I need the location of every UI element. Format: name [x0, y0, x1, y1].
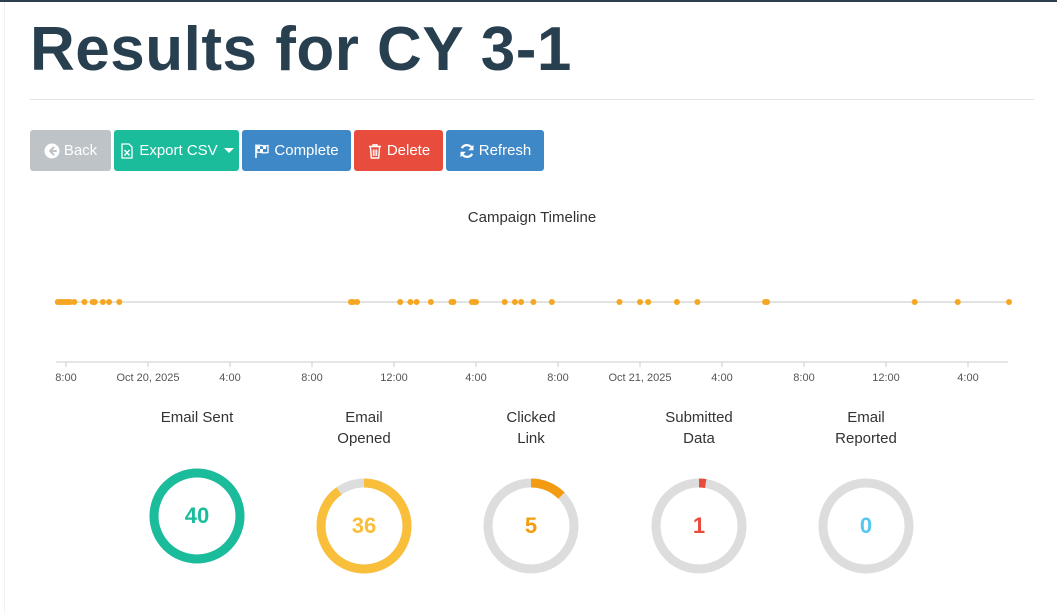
timeline-event-point: [673, 299, 680, 305]
donut-fill: [483, 478, 579, 574]
timeline-event-point: [350, 299, 356, 305]
campaign-timeline-chart: 8:00 Oct 20, 2025 4:00 8:00 12:00 4:00 8:00 Oct…: [54, 299, 1012, 384]
trash-icon: [367, 143, 383, 159]
stat-ring: 5: [481, 476, 581, 576]
timeline-tick-label: 8:00: [547, 372, 568, 384]
timeline-tick-label: 12:00: [380, 372, 408, 384]
timeline-event-point: [694, 299, 701, 305]
timeline-event-point: [116, 299, 123, 305]
timeline-event-point: [616, 299, 623, 305]
stat-email-opened: Email Opened: [294, 407, 434, 449]
stat-ring: 36: [314, 476, 414, 576]
left-border: [4, 2, 5, 613]
donut-chart: [651, 478, 747, 574]
excel-file-icon: [119, 142, 135, 159]
timeline-event-point: [911, 299, 918, 305]
flag-checkered-icon: [254, 143, 270, 159]
delete-button-label: Delete: [386, 142, 431, 159]
timeline-event-point: [354, 299, 361, 305]
refresh-button-label: Refresh: [478, 142, 532, 159]
back-button-label: Back: [63, 142, 98, 159]
donut-track: [818, 478, 914, 574]
back-arrow-icon: [44, 143, 60, 159]
title-divider: [30, 99, 1034, 100]
timeline-tick-label: 8:00: [301, 372, 322, 384]
donut-chart: [483, 478, 579, 574]
stat-value: 1: [692, 513, 706, 538]
timeline-event-point: [511, 299, 518, 305]
stat-clicked-link: Clicked Link: [461, 407, 601, 449]
timeline-event-point: [397, 299, 404, 305]
timeline-tick-label: Oct 20, 2025: [117, 372, 180, 384]
export-csv-button[interactable]: Export CSV: [114, 130, 239, 171]
timeline-tick-label: 8:00: [55, 372, 76, 384]
timeline-tick-label: 4:00: [711, 372, 732, 384]
timeline-tick-label: 12:00: [872, 372, 900, 384]
stat-ring: 1: [649, 476, 749, 576]
timeline-event-point: [106, 299, 113, 305]
delete-button[interactable]: Delete: [354, 130, 443, 171]
stat-email-sent: Email Sent: [127, 407, 267, 449]
timeline-tick-label: Oct 21, 2025: [609, 372, 672, 384]
timeline-event-point: [954, 299, 961, 305]
donut-fill: [651, 478, 747, 574]
timeline-event-point: [99, 299, 106, 305]
timeline-tick-label: 4:00: [219, 372, 240, 384]
timeline-event-point: [645, 299, 652, 305]
stat-value: 0: [859, 513, 873, 538]
stat-label: Email Opened: [337, 409, 391, 447]
timeline-tick-label: 4:00: [465, 372, 486, 384]
timeline-event-point: [67, 299, 74, 305]
caret-down-icon: [223, 148, 234, 153]
refresh-button[interactable]: Refresh: [446, 130, 544, 171]
timeline-event-point: [530, 299, 537, 305]
timeline-event-point: [1006, 299, 1012, 305]
stat-ring: 0: [816, 476, 916, 576]
donut-fill: [316, 478, 412, 574]
stat-label: Email Sent: [160, 409, 234, 426]
donut-fill: [149, 468, 245, 564]
stat-label: Clicked Link: [506, 409, 556, 447]
complete-button-label: Complete: [274, 142, 339, 159]
refresh-icon: [459, 143, 475, 159]
timeline-event-point: [91, 299, 98, 305]
timeline-tick-label: 8:00: [793, 372, 814, 384]
stat-label: Email Reported: [835, 409, 897, 447]
stat-submitted-data: Submitted Data: [629, 407, 769, 449]
back-button[interactable]: Back: [30, 130, 111, 171]
donut-chart: [818, 478, 914, 574]
timeline-event-point: [548, 299, 555, 305]
donut-chart: [316, 478, 412, 574]
timeline-event-point: [450, 299, 457, 305]
top-border: [0, 0, 1057, 2]
stat-value: 40: [184, 503, 210, 528]
timeline-event-point: [637, 299, 643, 305]
stat-email-reported: Email Reported: [796, 407, 936, 449]
timeline-event-point: [473, 299, 479, 305]
timeline-event-point: [764, 299, 771, 305]
page-title: Results for CY 3-1: [30, 15, 572, 84]
stat-label: Submitted Data: [665, 409, 733, 447]
timeline-event-point: [427, 299, 434, 305]
stat-value: 36: [351, 513, 377, 538]
timeline-event-point: [71, 299, 78, 305]
timeline-event-point: [501, 299, 508, 305]
export-csv-label: Export CSV: [139, 142, 218, 159]
stat-value: 5: [524, 513, 538, 538]
timeline-title: Campaign Timeline: [467, 209, 597, 226]
complete-button[interactable]: Complete: [242, 130, 351, 171]
timeline-event-point: [407, 299, 414, 305]
donut-chart: [149, 468, 245, 564]
stat-ring: 40: [147, 466, 247, 566]
timeline-event-point: [413, 299, 420, 305]
timeline-event-point: [81, 299, 88, 305]
timeline-tick-label: 4:00: [957, 372, 978, 384]
timeline-event-point: [518, 299, 525, 305]
